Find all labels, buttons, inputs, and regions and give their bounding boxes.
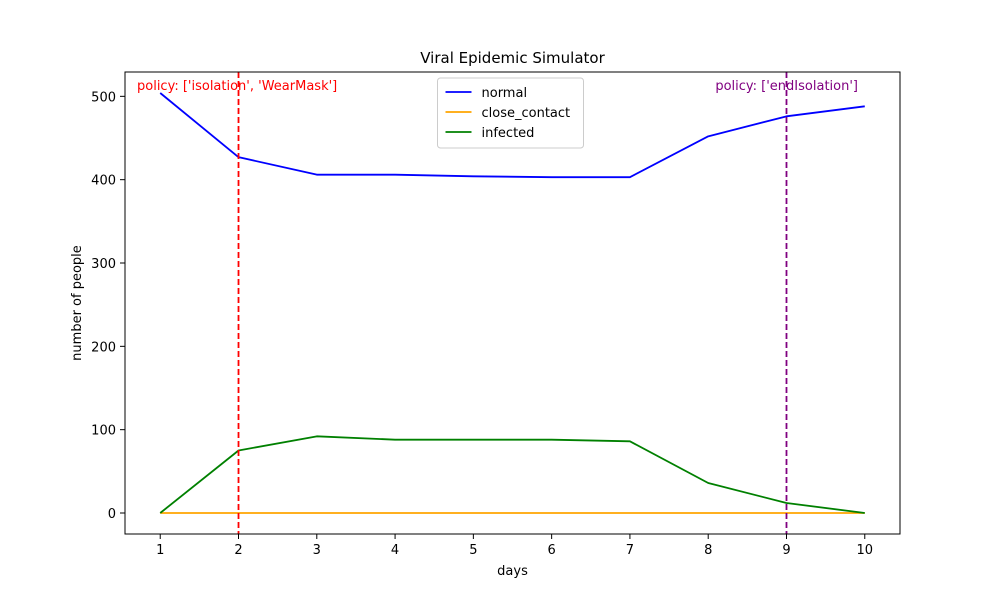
x-axis-label: days bbox=[497, 564, 528, 579]
legend-label-infected: infected bbox=[482, 126, 535, 141]
x-tick-label: 1 bbox=[156, 543, 164, 558]
x-tick-label: 9 bbox=[782, 543, 790, 558]
legend: normal close_contact infected bbox=[437, 77, 584, 149]
legend-label-normal: normal bbox=[482, 86, 528, 101]
y-tick-label: 200 bbox=[91, 340, 116, 355]
y-tick-label: 0 bbox=[108, 507, 116, 522]
y-tick-label: 100 bbox=[91, 424, 116, 439]
plot-frame bbox=[124, 71, 901, 535]
policy-lines-layer: policy: ['isolation', 'WearMask'] policy:… bbox=[137, 72, 858, 534]
legend-box bbox=[437, 77, 584, 149]
x-tick-label: 5 bbox=[469, 543, 477, 558]
y-tick-label: 300 bbox=[91, 257, 116, 272]
y-tick-label: 400 bbox=[91, 174, 116, 189]
legend-label-close-contact: close_contact bbox=[482, 106, 571, 121]
x-tick-label: 2 bbox=[234, 543, 242, 558]
y-axis: 0 100 200 300 400 500 bbox=[91, 90, 125, 522]
y-tick-label: 500 bbox=[91, 90, 116, 105]
x-tick-label: 4 bbox=[391, 543, 399, 558]
series-line-normal bbox=[159, 92, 865, 179]
policy-annotation-2: policy: ['endIsolation'] bbox=[715, 79, 858, 94]
y-axis-label: number of people bbox=[70, 245, 85, 361]
policy-annotation-1: policy: ['isolation', 'WearMask'] bbox=[137, 79, 337, 94]
chart-title: Viral Epidemic Simulator bbox=[420, 49, 605, 67]
x-tick-label: 10 bbox=[856, 543, 873, 558]
series-line-infected bbox=[159, 435, 865, 514]
x-tick-label: 8 bbox=[704, 543, 712, 558]
series-layer bbox=[159, 92, 865, 514]
x-tick-label: 7 bbox=[626, 543, 634, 558]
x-tick-label: 6 bbox=[548, 543, 556, 558]
plot-area bbox=[125, 72, 900, 534]
x-axis: 1 2 3 4 5 6 7 8 9 10 bbox=[156, 534, 873, 558]
x-tick-label: 3 bbox=[313, 543, 321, 558]
